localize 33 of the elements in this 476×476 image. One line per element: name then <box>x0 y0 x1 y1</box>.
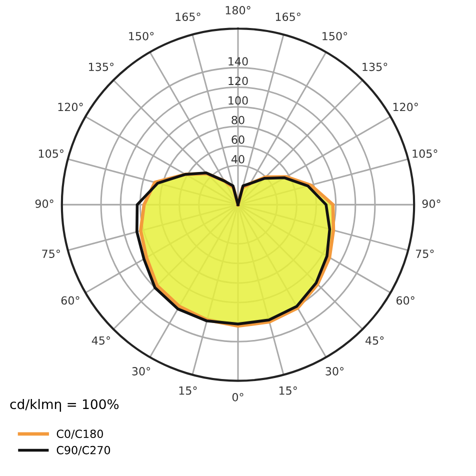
y-tick-label: 40 <box>231 154 244 164</box>
spoke-label: 120° <box>393 102 418 112</box>
spoke-label: 30° <box>326 367 344 376</box>
spoke-label: 0° <box>232 392 244 402</box>
spoke-label: 90° <box>35 200 54 208</box>
spoke-label: 180° <box>226 6 250 14</box>
spoke-label: 165° <box>176 12 200 22</box>
spoke-label: 90° <box>422 200 440 208</box>
y-tick-label: 60 <box>232 135 244 144</box>
spoke-label: 150° <box>322 32 348 40</box>
spoke-label: 165° <box>276 12 300 22</box>
spoke-label: 150° <box>129 32 154 40</box>
spoke-label: 60° <box>396 296 414 305</box>
y-tick-label: 140 <box>228 57 248 66</box>
legend-label: C0/C180 <box>56 430 103 439</box>
spoke-label: 135° <box>89 62 114 72</box>
text: cd/klmη = 100% <box>10 398 119 412</box>
y-tick-label: 80 <box>232 116 244 124</box>
spoke-label: 15° <box>179 386 197 395</box>
spoke-label: 135° <box>362 62 388 72</box>
spoke-label: 105° <box>412 149 438 158</box>
spoke-label: 75° <box>42 250 60 258</box>
spoke-label: 105° <box>38 149 64 158</box>
y-tick-label: 120 <box>228 76 248 86</box>
y-tick-label: 100 <box>228 96 248 105</box>
spoke-label: 75° <box>416 250 434 258</box>
spoke-label: 30° <box>132 367 150 376</box>
legend-label: C90/C270 <box>56 446 110 456</box>
spoke-label: 15° <box>279 386 297 395</box>
spoke-label: 60° <box>61 296 80 305</box>
spoke-label: 120° <box>58 102 83 112</box>
spoke-label: 45° <box>366 336 384 345</box>
spoke-label: 45° <box>92 336 110 345</box>
